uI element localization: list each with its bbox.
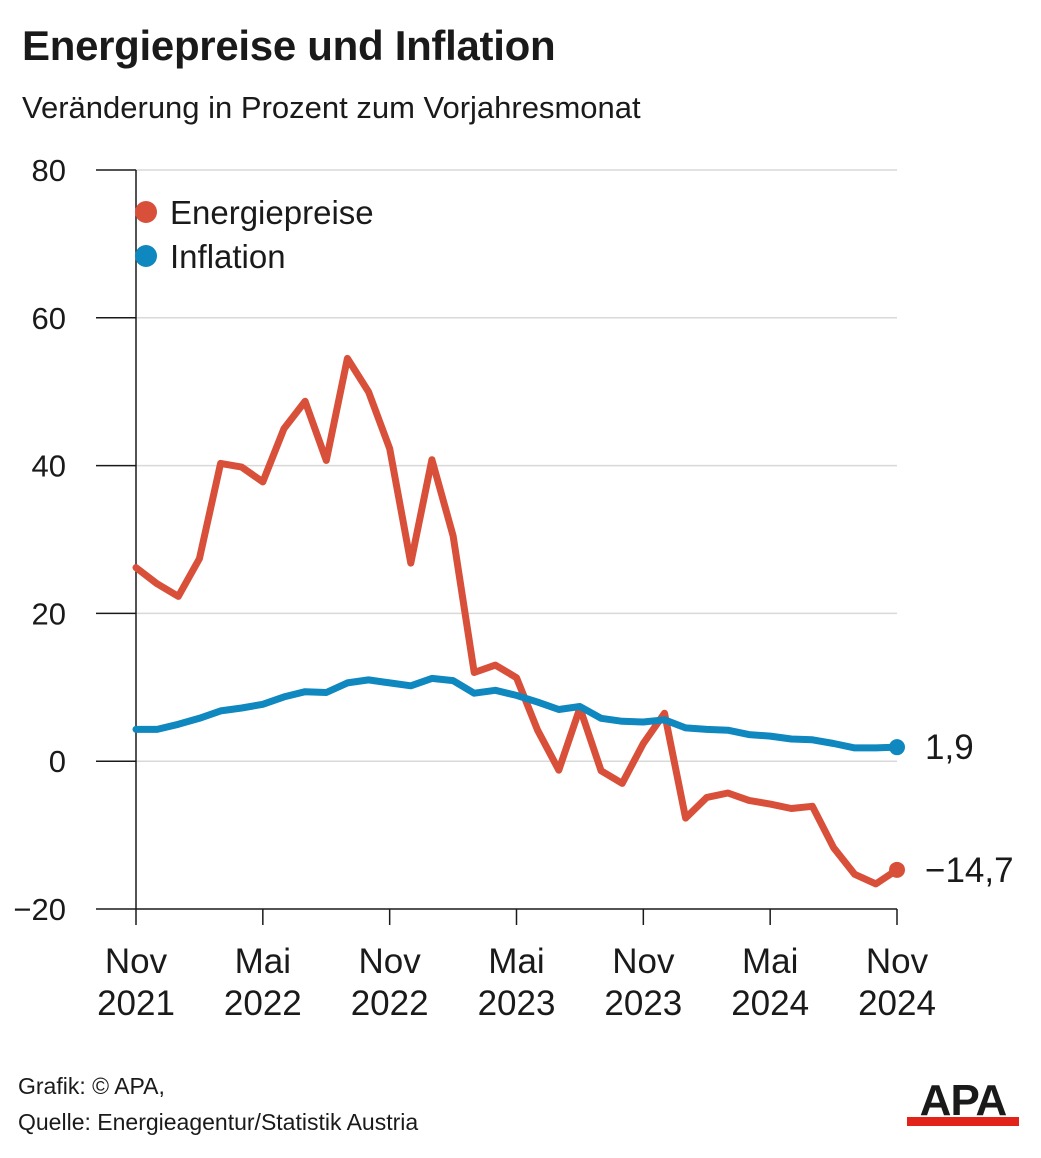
chart-subtitle: Veränderung in Prozent zum Vorjahresmona…	[22, 90, 641, 125]
y-tick-label: 60	[32, 301, 66, 336]
x-tick-label-year: 2022	[351, 984, 429, 1023]
x-tick-label-month: Nov	[359, 942, 422, 981]
footer-source: Quelle: Energieagentur/Statistik Austria	[18, 1109, 419, 1135]
series-lines	[132, 354, 901, 888]
x-tick-label-month: Nov	[612, 942, 675, 981]
y-tick-label: −20	[13, 892, 66, 927]
footer-credit: Grafik: © APA,	[18, 1073, 165, 1099]
legend-label-energiepreise: Energiepreise	[170, 194, 374, 231]
x-tick-label-month: Mai	[235, 942, 291, 981]
legend-label-inflation: Inflation	[170, 238, 286, 275]
legend-marker-inflation	[135, 245, 157, 267]
end-point-inflation	[889, 739, 905, 756]
x-tick-label-month: Nov	[105, 942, 168, 981]
end-labels: −14,7 1,9	[889, 728, 1014, 890]
x-tick-label-year: 2022	[224, 984, 302, 1023]
series-line-energiepreise	[132, 354, 901, 888]
series-line-inflation	[132, 674, 901, 752]
legend-marker-energiepreise	[135, 201, 157, 223]
gridlines	[136, 169, 897, 762]
end-label-inflation: 1,9	[925, 728, 974, 767]
legend: Energiepreise Inflation	[135, 194, 374, 275]
x-tick-label-month: Mai	[488, 942, 544, 981]
x-tick-label-year: 2024	[731, 984, 809, 1023]
x-tick-label-month: Nov	[866, 942, 929, 981]
x-tick-label-year: 2024	[858, 984, 936, 1023]
end-label-energiepreise: −14,7	[925, 851, 1014, 890]
y-tick-label: 40	[32, 449, 66, 484]
axes: 806040200−20Nov2021Mai2022Nov2022Mai2023…	[13, 153, 936, 1023]
apa-logo-bar	[907, 1117, 1019, 1126]
y-tick-label: 0	[49, 744, 66, 779]
y-tick-label: 20	[32, 596, 66, 631]
x-tick-label-month: Mai	[742, 942, 798, 981]
footer: Grafik: © APA, Quelle: Energieagentur/St…	[18, 1068, 418, 1140]
chart-title: Energiepreise und Inflation	[22, 22, 556, 69]
x-tick-label-year: 2021	[97, 984, 175, 1023]
apa-logo: APA	[907, 1078, 1019, 1126]
end-point-energiepreise	[889, 861, 905, 878]
x-tick-label-year: 2023	[478, 984, 556, 1023]
y-tick-label: 80	[32, 153, 66, 188]
x-tick-label-year: 2023	[604, 984, 682, 1023]
line-chart: 806040200−20Nov2021Mai2022Nov2022Mai2023…	[13, 153, 1014, 1023]
